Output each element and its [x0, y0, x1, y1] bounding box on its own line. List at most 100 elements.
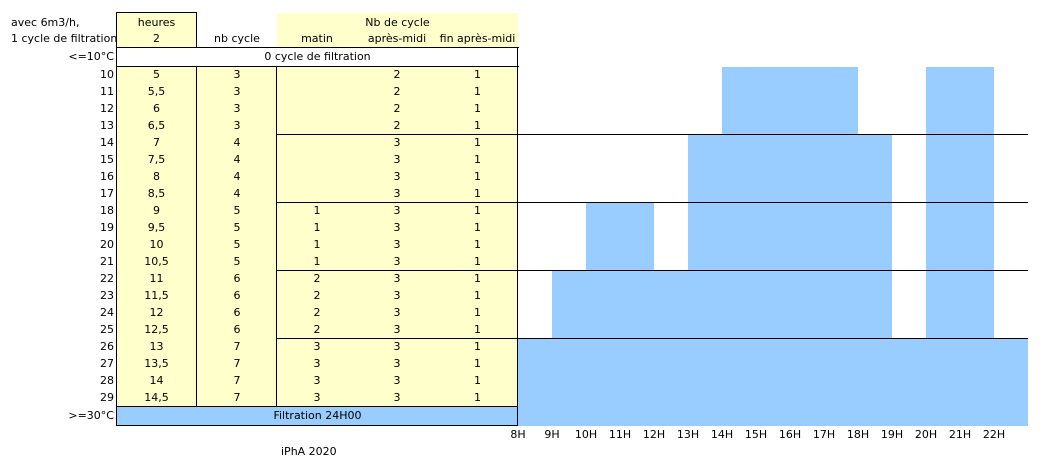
temp-cell: 23 [100, 289, 114, 302]
header-line2: 1 cycle de filtration [11, 32, 118, 45]
high-temp-label: >=30°C [68, 409, 114, 422]
filtration-bar [926, 67, 994, 135]
high-temp-text: Filtration 24H00 [273, 409, 362, 422]
heures-cell: 6 [153, 102, 160, 115]
apres-midi-cell: 3 [393, 391, 401, 404]
table-left-border [116, 66, 117, 426]
matin-cell: 3 [313, 357, 321, 370]
apres-midi-cell: 3 [393, 204, 401, 217]
apres-midi-cell: 3 [393, 170, 401, 183]
apres-midi-cell: 3 [393, 255, 401, 268]
heures-cell: 5 [153, 68, 160, 81]
apres-midi-cell: 3 [393, 340, 401, 353]
hour-label: 10H [574, 428, 598, 441]
fin-apres-midi-cell: 1 [474, 289, 481, 302]
nb-cycle-cell: 5 [233, 221, 241, 234]
nb-cycle-cell: 5 [233, 238, 241, 251]
fin-apres-midi-cell: 1 [474, 68, 481, 81]
temp-cell: 11 [100, 85, 114, 98]
nb-cycle-cell: 6 [233, 289, 241, 302]
nb-cycle-cell: 3 [233, 85, 241, 98]
group-line-18 [276, 202, 1028, 203]
heures-box-top [117, 12, 197, 13]
filtration-bar [688, 135, 892, 203]
fin-apres-midi-cell: 1 [474, 102, 481, 115]
group-line-22 [276, 270, 1028, 271]
heures-box-left [116, 12, 117, 48]
nb-cycle-cell: 3 [233, 119, 241, 132]
nb-cycle-cell: 7 [233, 374, 241, 387]
hour-label: 17H [812, 428, 836, 441]
fin-apres-midi-cell: 1 [474, 340, 481, 353]
nb-cycle-cell: 7 [233, 340, 241, 353]
fin-apres-midi-cell: 1 [474, 85, 481, 98]
matin-cell: 3 [313, 391, 321, 404]
nb-cycle-cell: 3 [233, 68, 241, 81]
heures-box-right [196, 12, 197, 48]
heures-cell: 11 [149, 272, 164, 285]
table-bottom-line [116, 406, 518, 407]
apres-midi-cell: 3 [393, 374, 401, 387]
low-row-right [517, 47, 518, 67]
header-bottom-line [116, 47, 519, 48]
temp-cell: 19 [100, 221, 114, 234]
nb-cycle-cell: 3 [233, 102, 241, 115]
hour-label: 8H [510, 428, 526, 441]
temp-cell: 20 [100, 238, 114, 251]
heures-cell: 7,5 [147, 153, 166, 166]
matin-cell [277, 153, 357, 167]
temp-cell: 13 [100, 119, 114, 132]
temp-cell: 10 [100, 68, 114, 81]
apres-midi-cell: 3 [393, 306, 401, 319]
heures-cell: 14 [149, 374, 164, 387]
temp-cell: 25 [100, 323, 114, 336]
header-nbcycle-bg [277, 13, 518, 47]
filtration-bar [552, 271, 892, 339]
matin-cell: 2 [313, 306, 321, 319]
heures-cell: 10,5 [144, 255, 169, 268]
hour-label: 15H [744, 428, 768, 441]
header-apres-midi: après-midi [367, 32, 427, 45]
table-yellow-bg [117, 67, 518, 407]
fin-apres-midi-cell: 1 [474, 187, 481, 200]
filtration-24h-bg [117, 407, 518, 425]
matin-cell [277, 119, 357, 133]
heures-cell: 6,5 [147, 119, 166, 132]
matin-cell [277, 136, 357, 150]
fin-apres-midi-cell: 1 [474, 153, 481, 166]
apres-midi-cell: 3 [393, 136, 401, 149]
heures-cell: 7 [153, 136, 160, 149]
temp-cell: 27 [100, 357, 114, 370]
filtration-bar [688, 203, 892, 271]
hour-label: 22H [982, 428, 1006, 441]
apres-midi-cell: 3 [393, 221, 401, 234]
matin-cell: 1 [313, 238, 321, 251]
matin-cell [277, 85, 357, 99]
low-row-bottom-line [116, 66, 519, 67]
hour-label: 16H [778, 428, 802, 441]
fin-apres-midi-cell: 1 [474, 238, 481, 251]
apres-midi-cell: 3 [393, 238, 401, 251]
matin-cell: 2 [313, 323, 321, 336]
filtration-bar [586, 203, 654, 271]
table-right-border [517, 66, 518, 426]
fin-apres-midi-cell: 1 [474, 204, 481, 217]
filtration-bar [518, 339, 1028, 407]
matin-cell [277, 68, 357, 82]
heures-cell: 12 [149, 306, 164, 319]
heures-cell: 9 [153, 204, 160, 217]
low-row-left [116, 47, 117, 67]
fin-apres-midi-cell: 1 [474, 119, 481, 132]
header-nb-cycle: nb cycle [214, 32, 260, 45]
header-line1: avec 6m3/h, [11, 16, 80, 29]
matin-cell: 3 [313, 374, 321, 387]
apres-midi-cell: 3 [393, 357, 401, 370]
heures-cell: 13,5 [144, 357, 169, 370]
hour-label: 20H [914, 428, 938, 441]
fin-apres-midi-cell: 1 [474, 255, 481, 268]
heures-cell: 14,5 [144, 391, 169, 404]
hour-label: 21H [948, 428, 972, 441]
filtration-bar [518, 407, 1028, 426]
matin-cell: 1 [313, 204, 321, 217]
temp-cell: 22 [100, 272, 114, 285]
